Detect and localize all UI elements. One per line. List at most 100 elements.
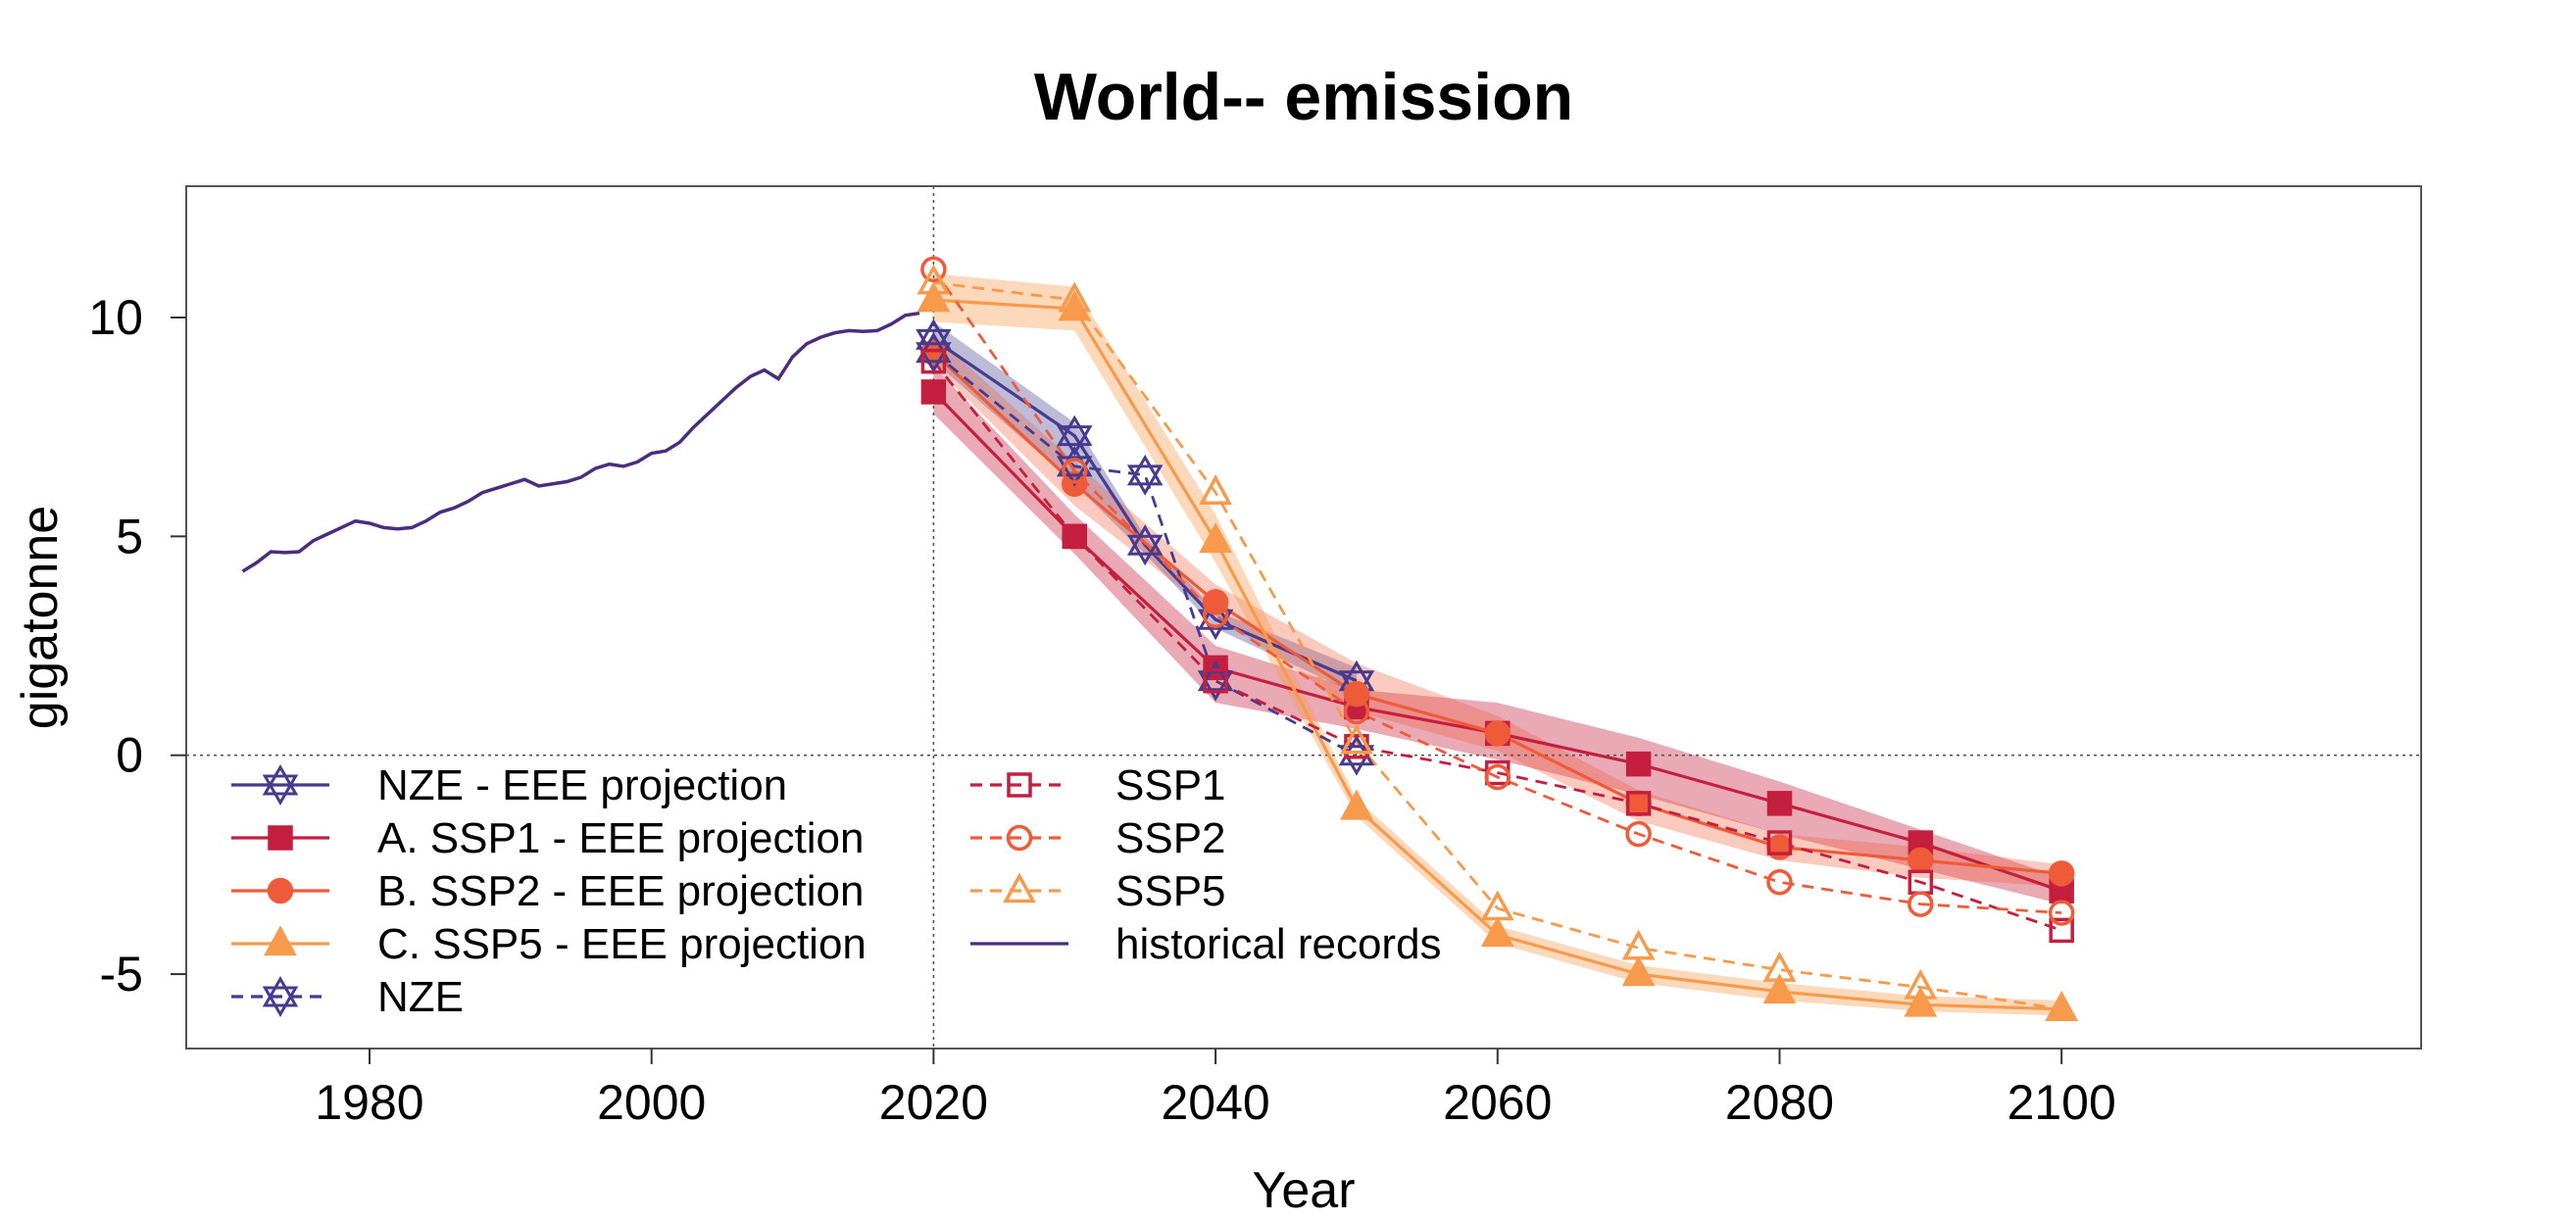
band-ssp5 <box>933 273 2062 1016</box>
line-series-7 <box>933 280 2062 1011</box>
x-tick-label-2100: 2100 <box>2007 1075 2116 1130</box>
x-axis-title: Year <box>1252 1162 1355 1219</box>
marker-series-6-point-6 <box>1766 869 1793 896</box>
marker-series-4-point-3-up <box>1197 659 1234 692</box>
marker-series-5-point-5 <box>1625 791 1652 816</box>
line-series-4 <box>932 351 1358 757</box>
plot-frame <box>185 185 2422 1050</box>
series-markers <box>916 256 2079 1022</box>
marker-series-2-point-3 <box>1343 680 1370 708</box>
legend-marker-5 <box>1007 772 1032 798</box>
marker-series-3-point-0 <box>916 281 951 313</box>
legend-marker-2 <box>267 877 294 904</box>
marker-series-4-point-2-up <box>1126 454 1164 486</box>
marker-series-4-point-2-down <box>1126 464 1164 496</box>
legend-label-8: historical records <box>1115 920 1442 968</box>
marker-series-3-point-1 <box>1058 290 1092 321</box>
legend-label-6: SSP2 <box>1115 814 1226 862</box>
x-tick-label-2000: 2000 <box>597 1075 706 1130</box>
marker-series-2-point-2 <box>1202 589 1229 615</box>
marker-series-7-point-2 <box>1199 474 1232 505</box>
line-series-5 <box>932 360 2062 932</box>
marker-series-6-point-5 <box>1625 820 1652 848</box>
band-nze <box>933 321 1357 695</box>
marker-series-2-point-8 <box>2048 860 2075 887</box>
marker-series-6-point-4 <box>1484 763 1511 791</box>
legend-marker-7 <box>1003 872 1036 904</box>
line-series-2 <box>932 351 2062 875</box>
marker-series-5-point-8 <box>2049 917 2074 944</box>
marker-series-7-point-5 <box>1621 929 1656 960</box>
marker-series-0-point-1 <box>1056 415 1093 457</box>
legend-marker-6 <box>1006 824 1033 852</box>
marker-series-6-point-0 <box>920 256 947 283</box>
marker-series-5-point-1 <box>1062 523 1087 550</box>
marker-series-5-point-6 <box>1766 830 1793 855</box>
marker-series-4-point-4-down <box>1338 745 1375 776</box>
legend-label-5: SSP1 <box>1115 761 1226 809</box>
legend-marker-0-up <box>262 764 299 796</box>
band-ssp2 <box>933 334 2062 887</box>
marker-series-3-point-5 <box>1621 955 1656 987</box>
y-axis-title: gigatonne <box>12 506 69 729</box>
marker-series-5-point-2 <box>1203 668 1228 694</box>
marker-series-4-point-0-down <box>916 342 952 373</box>
legend: NZE - EEE projection A. SSP1 - EEE projec… <box>231 761 1442 1021</box>
marker-series-0-point-2 <box>1126 524 1164 566</box>
marker-series-3-point-4 <box>1480 916 1514 948</box>
legend-marker-0 <box>262 764 299 806</box>
marker-series-0-point-1-down <box>1056 425 1093 457</box>
marker-series-3-point-3 <box>1340 789 1373 820</box>
marker-series-6-point-1 <box>1061 458 1088 484</box>
marker-series-7-point-6 <box>1762 951 1797 982</box>
x-axis: 1980 2000 2020 2040 2060 2080 2100 <box>315 1049 2116 1130</box>
chart-title: World-- emission <box>1034 60 1573 134</box>
marker-series-6-point-2 <box>1202 602 1229 629</box>
marker-series-1-point-1 <box>1062 523 1087 550</box>
marker-series-4-point-0 <box>916 331 952 373</box>
marker-series-3-point-2 <box>1199 522 1232 554</box>
marker-series-7-point-3 <box>1340 723 1373 755</box>
legend-label-0: NZE - EEE projection <box>377 761 787 809</box>
marker-series-4-point-1-down <box>1056 456 1093 487</box>
marker-series-2-point-4 <box>1484 720 1511 747</box>
legend-label-7: SSP5 <box>1115 867 1226 915</box>
x-tick-label-1980: 1980 <box>315 1075 423 1130</box>
y-tick-label-2: 5 <box>116 509 143 563</box>
marker-series-7-point-7 <box>1904 968 1938 1000</box>
marker-series-6-point-8 <box>2048 900 2075 926</box>
legend-marker-4-up <box>262 976 299 1007</box>
reference-lines <box>186 186 2421 1049</box>
x-tick-label-2060: 2060 <box>1443 1075 1552 1130</box>
x-tick-label-2040: 2040 <box>1161 1075 1269 1130</box>
legend-marker-1 <box>268 825 293 851</box>
y-axis: -5 0 5 10 <box>88 290 186 1001</box>
line-series-1 <box>932 390 2062 893</box>
marker-series-7-point-4 <box>1480 890 1514 921</box>
marker-series-4-point-3-down <box>1197 670 1234 702</box>
marker-series-0-point-2-up <box>1126 524 1164 556</box>
marker-series-2-point-5 <box>1625 790 1652 817</box>
y-tick-label-1: 0 <box>116 728 143 783</box>
marker-series-2-point-7 <box>1907 847 1934 874</box>
marker-series-3-point-7 <box>1904 986 1938 1017</box>
marker-series-1-point-0 <box>920 379 947 405</box>
marker-series-4-point-2 <box>1126 454 1164 496</box>
marker-series-4-point-0-up <box>916 331 952 364</box>
marker-series-6-point-7 <box>1907 891 1934 917</box>
legend-marker-4 <box>262 976 299 1017</box>
x-tick-label-2080: 2080 <box>1725 1075 1834 1130</box>
marker-series-4-point-3 <box>1197 659 1234 702</box>
marker-series-7-point-1 <box>1058 281 1092 313</box>
legend-label-4: NZE <box>377 973 464 1021</box>
marker-series-0-point-3-up <box>1197 599 1234 630</box>
marker-series-1-point-6 <box>1766 791 1793 816</box>
marker-series-1-point-5 <box>1625 751 1652 777</box>
line-series-3 <box>933 298 2062 1011</box>
marker-series-3-point-6 <box>1762 973 1797 1004</box>
y-tick-label-0: -5 <box>100 947 143 1001</box>
x-tick-label-2020: 2020 <box>879 1075 988 1130</box>
legend-label-2: B. SSP2 - EEE projection <box>377 867 864 915</box>
legend-marker-4-down <box>262 986 299 1017</box>
